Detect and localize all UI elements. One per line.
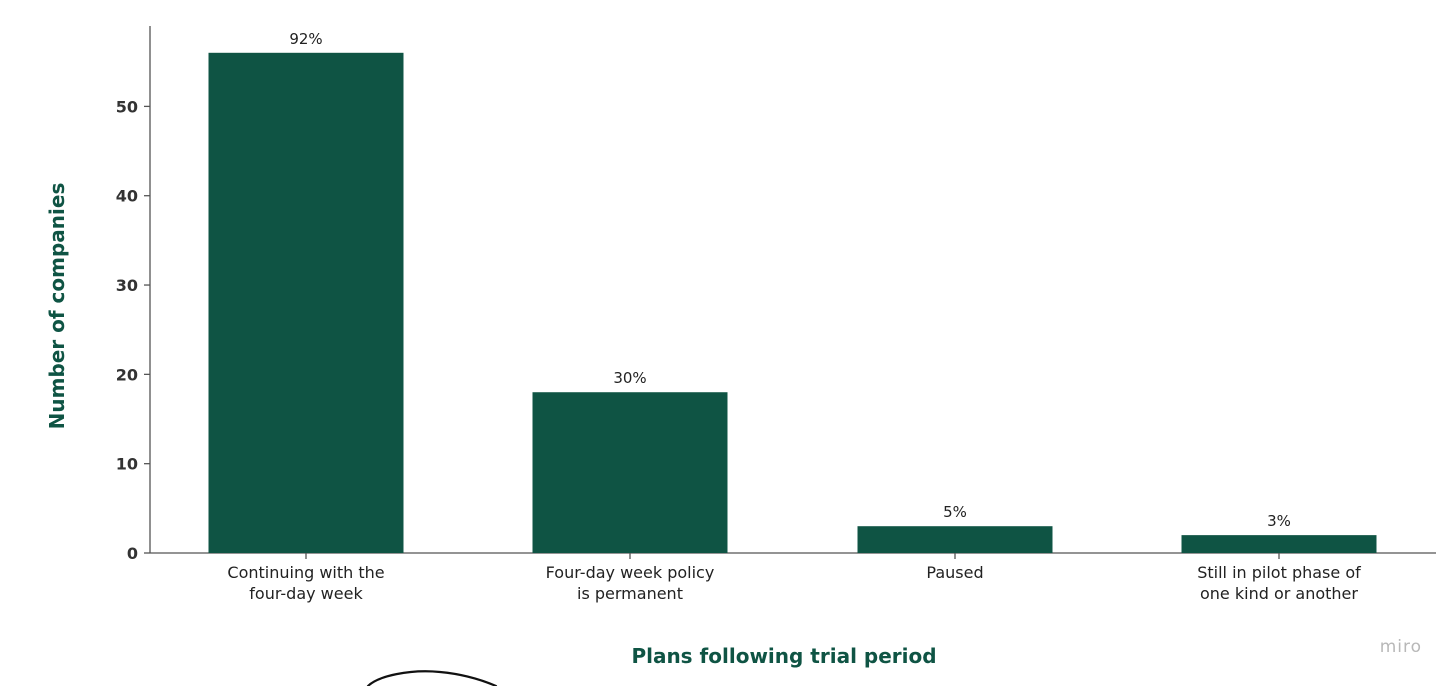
bar-data-label: 92% [289, 30, 322, 48]
bar-data-label: 30% [613, 369, 646, 387]
bar [208, 52, 404, 554]
x-tick-label-line: Paused [926, 563, 983, 582]
y-axis-title: Number of companies [45, 183, 69, 430]
data-labels: 92% 30% 5% 3% [289, 30, 1291, 530]
y-tick-label: 30 [116, 276, 138, 295]
x-axis-title: Plans following trial period [631, 644, 936, 668]
x-tick-label-line: Four-day week policy [546, 563, 715, 582]
y-axis: 0 10 20 30 40 50 [116, 26, 151, 563]
y-tick-label: 40 [116, 187, 138, 206]
y-tick-label: 0 [127, 544, 138, 563]
bar [857, 526, 1053, 553]
handwritten-scribble-stroke [366, 670, 498, 686]
bar-data-label: 5% [943, 503, 967, 521]
x-tick-label: Four-day week policy is permanent [546, 563, 715, 603]
x-tick-label-line: Still in pilot phase of [1197, 563, 1361, 582]
x-tick-label-line: Continuing with the [227, 563, 384, 582]
x-tick-label: Continuing with the four-day week [227, 563, 384, 603]
bar [1181, 535, 1377, 553]
x-tick-label-line: is permanent [577, 584, 683, 603]
y-tick-label: 10 [116, 455, 138, 474]
bar-data-label: 3% [1267, 512, 1291, 530]
y-tick-label: 20 [116, 365, 138, 384]
x-tick-label: Still in pilot phase of one kind or anoth… [1197, 563, 1361, 603]
x-tick-label: Paused [926, 563, 983, 582]
bars [208, 52, 1377, 554]
x-tick-label-line: four-day week [249, 584, 363, 603]
y-tick-label: 50 [116, 97, 138, 116]
miro-watermark: miro [1380, 637, 1422, 657]
x-axis [150, 552, 1436, 559]
bar [532, 392, 728, 553]
x-tick-label-line: one kind or another [1200, 584, 1358, 603]
category-labels: Continuing with the four-day week Four-day… [227, 563, 1361, 603]
